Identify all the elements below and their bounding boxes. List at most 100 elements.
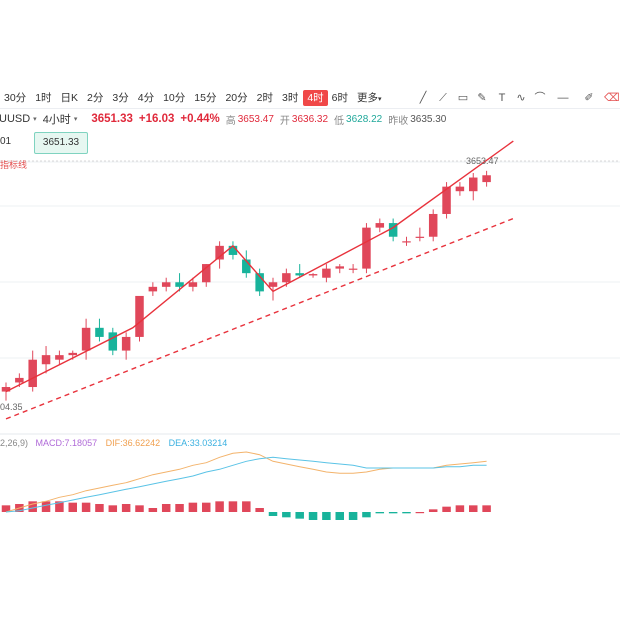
timeframe-tab[interactable]: 更多▾ [357,92,382,104]
timeframe-tab[interactable]: 2分 [87,92,104,104]
candle-body [308,274,318,276]
high-value: 3653.47 [237,113,274,125]
candle-body [428,213,438,237]
candle-body [41,355,51,365]
timeframe-tab[interactable]: 4时 [303,90,328,106]
low-price-label: 04.35 [0,402,23,412]
timeframe-tab[interactable]: 1时 [35,92,52,104]
macd-histogram-bar [188,502,198,512]
candle-body [242,259,251,274]
macd-histogram-bar [135,505,144,512]
candlestick-chart[interactable]: 3653.47 04.35 [0,88,620,532]
timeframe-tab[interactable]: 日K [60,92,79,104]
macd-histogram-bar [428,509,438,512]
ray-tool-icon[interactable]: ⟋ [439,92,447,104]
info-bar: UUSD ▾ 4小时 ▾ 3651.33 +16.03 +0.44% 高 365… [0,110,620,128]
candle-body [482,175,491,183]
trend-polyline [5,140,514,393]
macd-histogram-bar [121,504,131,512]
price-tag[interactable]: 3651.33 [34,132,88,154]
timeframe-tab[interactable]: 4分 [137,92,155,104]
macd-histogram-bar [68,502,77,512]
candle-body [135,295,144,337]
timeframe-tab[interactable]: 3分 [112,92,129,104]
dea-label: DEA: [168,438,190,448]
prev-close-value: 3635.30 [410,113,447,125]
candle-body [175,282,184,287]
dea-line [5,456,487,513]
low-label: 低 [334,115,345,127]
high-label: 高 [225,115,236,127]
high-price-label: 3653.47 [466,156,499,166]
macd-histogram-bar [175,504,184,512]
macd-histogram-bar [469,505,478,512]
macd-histogram-bar [482,505,491,512]
macd-histogram-bar [455,505,465,512]
macd-histogram-bar [28,501,37,512]
candle-body [148,286,158,292]
macd-histogram-bar [255,508,264,512]
erase-tool-icon[interactable]: ⌫ [604,92,620,104]
prev-close-label: 昨收 [388,115,409,127]
candle-body [188,282,198,287]
candle-body [108,332,118,351]
left-input-value[interactable]: 01 [0,136,12,147]
candle-body [362,227,371,269]
macd-histogram-bar [362,512,371,518]
macd-histogram-bar [1,505,11,512]
candle-body [375,223,385,228]
macd-histogram-bar [161,504,171,512]
wave-tool-icon[interactable]: ∿ [516,92,526,104]
macd-histogram-bar [41,501,51,512]
candle-body [161,282,171,287]
more-caret-icon: ▾ [378,96,382,103]
toolbar: 30分 1时 日K 2分 3分 4分 10分 15分 20分 2时 3时 4时 6时 更多▾ ╱ ⟋ ▭ ✎ T ∿ ⌒… [0,88,620,109]
candle-body [415,236,425,238]
timeframe-tab[interactable]: 3时 [281,92,299,104]
chart-screen: 30分 1时 日K 2分 3分 4分 10分 15分 20分 2时 3时 4时 6时 更多▾ ╱ ⟋ ▭ ✎ T ∿ ⌒… [0,88,620,532]
timeframe-tab[interactable]: 2时 [256,92,273,104]
macd-histogram-bar [202,502,211,512]
macd-histogram-bar [308,512,318,520]
candle-body [15,377,24,383]
macd-histogram-bar [295,512,304,519]
period-caret-icon[interactable]: ▾ [73,116,78,123]
macd-value: MACD:7.18057 [36,438,98,448]
period-label[interactable]: 4小时 [42,114,71,126]
text-tool-icon[interactable]: T [498,92,506,104]
macd-histogram-bar [55,501,64,512]
dif-number: 36.62242 [122,438,161,448]
symbol-caret-icon[interactable]: ▾ [33,116,37,123]
candle-body [215,245,224,260]
timeframe-tab[interactable]: 6时 [331,92,349,104]
line-tool-icon[interactable]: ╱ [419,92,427,104]
timeframe-tab[interactable]: 20分 [225,92,248,104]
candle-body [228,245,238,255]
macd-histogram-bar [81,502,91,512]
candle-body [95,327,104,337]
timeframe-tab[interactable]: 30分 [4,92,27,104]
macd-number: 7.18057 [64,438,98,448]
macd-histogram-bar [228,501,238,512]
timeframe-tab[interactable]: 15分 [194,92,217,104]
candle-body [442,186,451,214]
pen-tool-icon[interactable]: ✎ [477,92,487,104]
macd-histogram-bar [375,512,385,514]
macd-params: 2,26,9) [0,438,29,448]
candle-body [388,223,398,237]
symbol-label[interactable]: UUSD [0,113,31,125]
curve-tool-icon[interactable]: ⌒ [534,92,546,104]
indicator-note: 指标线 [0,160,28,170]
edit-tool-icon[interactable]: ✐ [584,92,594,104]
measure-tool-icon[interactable]: ▭ [457,92,469,104]
macd-legend: 2,26,9) MACD:7.18057 DIF:36.62242 DEA:33… [0,438,227,448]
collapse-tool-icon[interactable]: — [557,92,569,104]
timeframe-tab[interactable]: 10分 [163,92,186,104]
support-trendline [5,217,514,420]
candle-body [121,336,131,351]
open-label: 开 [279,115,290,127]
macd-histogram-bar [282,512,291,518]
macd-histogram-bar [268,512,278,516]
candle-body [322,268,331,278]
candle-body [28,359,37,388]
